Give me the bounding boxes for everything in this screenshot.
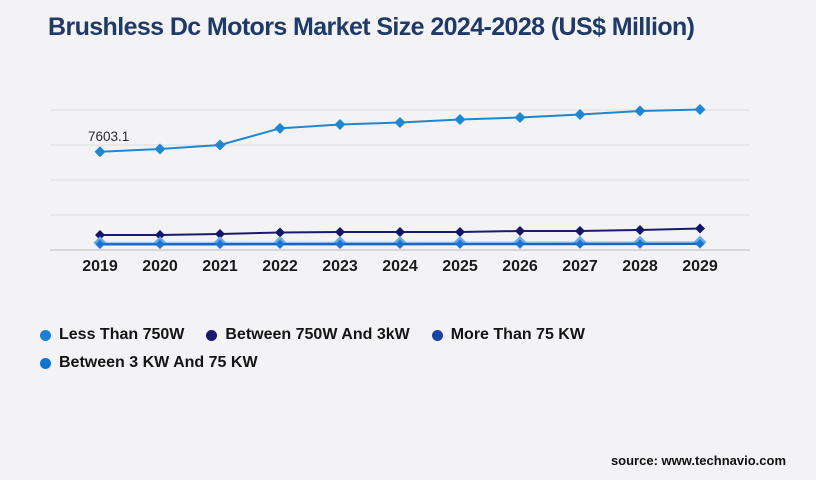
data-point-less-than-750w-2024	[394, 117, 406, 129]
data-label-first-point: 7603.1	[88, 129, 129, 144]
data-point-between-750w-and-3kw-2026	[515, 225, 525, 236]
data-point-between-750w-and-3kw-2022	[275, 227, 285, 238]
legend-label: More Than 75 KW	[450, 326, 585, 343]
data-point-less-than-750w-2020	[154, 143, 166, 155]
data-point-between-750w-and-3kw-2025	[455, 227, 465, 238]
data-point-between-750w-and-3kw-2028	[635, 224, 645, 235]
data-point-less-than-750w-2019	[94, 146, 106, 158]
legend-dot-icon	[40, 357, 51, 369]
data-point-between-750w-and-3kw-2027	[575, 225, 585, 236]
data-point-between-750w-and-3kw-2021	[215, 228, 225, 239]
data-point-more-than-75-kw-2024	[395, 239, 405, 249]
legend-item-less-than-750w: Less Than 750W	[40, 324, 184, 346]
x-axis-label-2025: 2025	[442, 258, 478, 275]
data-point-less-than-750w-2028	[634, 105, 646, 117]
legend-item-between-750w-and-3kw: Between 750W And 3kW	[206, 324, 410, 346]
data-point-more-than-75-kw-2022	[275, 239, 285, 249]
data-point-less-than-750w-2026	[514, 111, 526, 123]
x-axis-label-2029: 2029	[682, 258, 718, 275]
data-point-between-750w-and-3kw-2024	[395, 227, 405, 238]
x-axis-label-2020: 2020	[142, 258, 178, 275]
data-point-more-than-75-kw-2026	[515, 239, 525, 249]
chart-title: Brushless Dc Motors Market Size 2024-202…	[48, 13, 695, 41]
data-point-more-than-75-kw-2028	[635, 239, 645, 249]
x-axis-label-2028: 2028	[622, 258, 658, 275]
data-point-more-than-75-kw-2025	[455, 239, 465, 249]
legend-item-between-3-kw-and-75-kw: Between 3 KW And 75 KW	[40, 352, 258, 374]
x-axis-label-2023: 2023	[322, 258, 358, 275]
legend: Less Than 750W Between 750W And 3kW More T…	[40, 324, 770, 374]
x-axis-label-2024: 2024	[382, 258, 418, 275]
data-point-between-750w-and-3kw-2023	[335, 227, 345, 238]
x-axis-label-2022: 2022	[262, 258, 298, 275]
legend-dot-icon	[206, 329, 218, 341]
data-point-more-than-75-kw-2027	[575, 239, 585, 249]
data-point-between-750w-and-3kw-2020	[155, 230, 165, 241]
data-point-more-than-75-kw-2020	[155, 239, 165, 249]
data-point-less-than-750w-2027	[574, 109, 586, 121]
data-point-more-than-75-kw-2023	[335, 239, 345, 249]
data-point-less-than-750w-2021	[214, 139, 226, 151]
x-axis-label-2026: 2026	[502, 258, 538, 275]
data-point-between-750w-and-3kw-2029	[695, 223, 705, 234]
legend-dot-icon	[40, 329, 51, 341]
x-axis-label-2019: 2019	[82, 258, 118, 275]
legend-label: Between 3 KW And 75 KW	[59, 354, 258, 371]
legend-item-more-than-75-kw: More Than 75 KW	[431, 324, 585, 346]
data-point-less-than-750w-2022	[274, 122, 286, 134]
x-axis-label-2027: 2027	[562, 258, 598, 275]
data-point-less-than-750w-2029	[694, 103, 706, 115]
data-point-more-than-75-kw-2021	[215, 239, 225, 249]
data-point-less-than-750w-2023	[334, 118, 346, 130]
data-point-less-than-750w-2025	[454, 113, 466, 125]
legend-label: Between 750W And 3kW	[225, 326, 410, 343]
data-point-between-750w-and-3kw-2019	[95, 230, 105, 241]
data-point-more-than-75-kw-2029	[695, 239, 705, 249]
data-point-more-than-75-kw-2019	[95, 239, 105, 249]
x-axis-label-2021: 2021	[202, 258, 238, 275]
legend-label: Less Than 750W	[59, 326, 185, 343]
source-attribution: source: www.technavio.com	[610, 453, 786, 468]
legend-dot-icon	[431, 329, 443, 341]
